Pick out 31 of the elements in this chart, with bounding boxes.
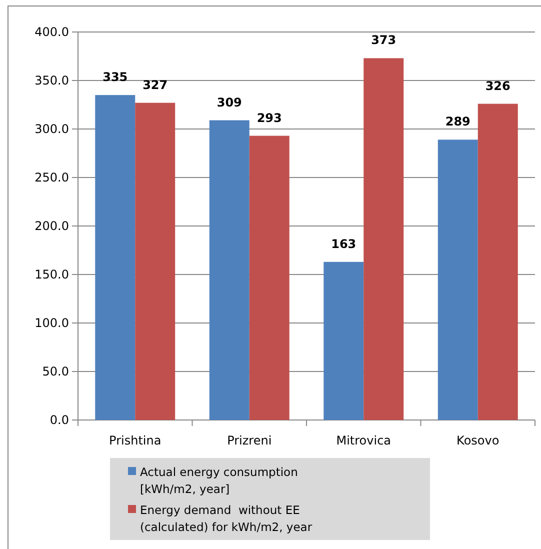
y-tick-label: 400.0 xyxy=(34,24,69,39)
bar xyxy=(135,102,176,420)
x-tick-label: Mitrovica xyxy=(336,434,392,448)
y-tick-label: 350.0 xyxy=(34,73,69,88)
bar xyxy=(209,120,250,420)
legend-label: Actual energy consumption [kWh/m2, year] xyxy=(140,465,298,496)
bar xyxy=(324,262,364,420)
y-tick-label: 0.0 xyxy=(50,412,69,427)
y-tick-label: 50.0 xyxy=(42,364,69,378)
y-tick-label: 300.0 xyxy=(34,122,69,136)
bar xyxy=(478,104,518,420)
data-label: 293 xyxy=(256,110,282,125)
bar xyxy=(438,140,478,420)
y-tick-label: 150.0 xyxy=(34,267,69,282)
legend-label: Energy demand without EE (calculated) for kWh/m2, year xyxy=(140,503,312,534)
data-label: 373 xyxy=(371,33,396,48)
data-label: 327 xyxy=(142,78,168,92)
data-label: 163 xyxy=(331,236,356,251)
data-label: 335 xyxy=(102,70,128,84)
x-tick-label: Prishtina xyxy=(109,434,162,448)
y-tick-label: 250.0 xyxy=(34,170,69,184)
x-tick-label: Prizreni xyxy=(227,434,272,448)
bar xyxy=(249,136,290,420)
data-label: 326 xyxy=(485,78,510,93)
x-tick-label: Kosovo xyxy=(456,434,500,448)
y-tick-label: 200.0 xyxy=(34,218,69,233)
y-tick-label: 100.0 xyxy=(34,316,69,330)
bar xyxy=(364,58,404,420)
data-label: 289 xyxy=(445,114,470,129)
data-label: 309 xyxy=(216,95,242,110)
bar xyxy=(95,95,136,420)
